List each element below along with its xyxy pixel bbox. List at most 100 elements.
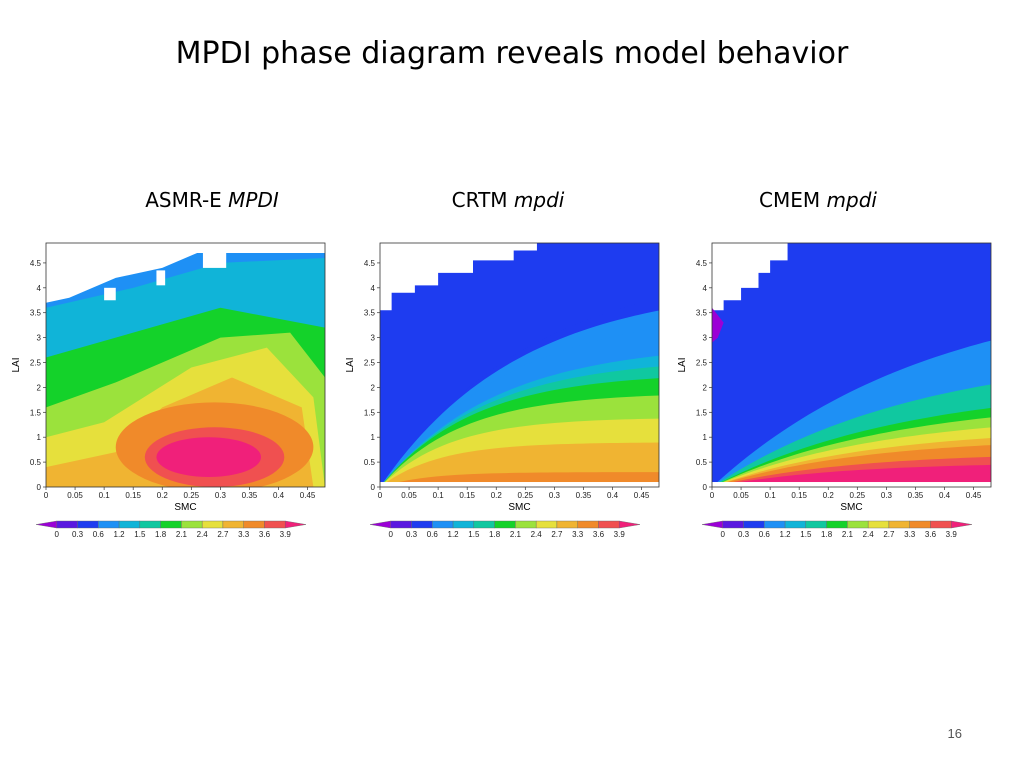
x-tick-label: 0.25	[184, 491, 200, 500]
y-axis-label: LAI	[345, 357, 356, 372]
y-tick-label: 2	[703, 383, 708, 392]
no-data-cell	[104, 287, 116, 301]
y-axis-label: LAI	[11, 357, 22, 372]
y-tick-label: 1	[37, 433, 42, 442]
colorbar-label: 2.7	[883, 530, 895, 539]
x-tick-label: 0.2	[491, 491, 503, 500]
colorbar-label: 0.6	[759, 530, 771, 539]
y-tick-label: 1	[703, 433, 708, 442]
plot-frame	[379, 242, 660, 488]
y-tick-label: 2	[37, 383, 42, 392]
x-tick-label: 0.1	[765, 491, 777, 500]
field-band	[712, 307, 724, 343]
x-tick-label: 0.25	[850, 491, 866, 500]
colorbar-label: 2.1	[176, 530, 188, 539]
panel-title-main: CRTM	[451, 188, 508, 212]
y-tick-label: 0.5	[696, 458, 708, 467]
x-tick-label: 0.3	[549, 491, 561, 500]
y-axis-label: LAI	[677, 357, 688, 372]
y-tick-label: 0	[371, 483, 376, 492]
colorbar-label: 0	[55, 530, 60, 539]
x-tick-label: 0	[44, 491, 49, 500]
colorbar-label: 0	[721, 530, 726, 539]
page-number: 16	[947, 726, 962, 741]
colorbar-label: 1.8	[489, 530, 501, 539]
colorbar-cell	[285, 520, 307, 529]
x-tick-label: 0.35	[242, 491, 258, 500]
y-tick-label: 4.5	[696, 259, 708, 268]
x-tick-label: 0.25	[518, 491, 534, 500]
x-tick-label: 0.45	[634, 491, 650, 500]
colorbar-cell	[909, 520, 931, 529]
x-tick-label: 0.15	[125, 491, 141, 500]
panel-title-cmem: CMEM mpdi	[668, 188, 968, 212]
colorbar-cell	[826, 520, 848, 529]
x-tick-label: 0.05	[67, 491, 83, 500]
colorbar-label: 1.5	[800, 530, 812, 539]
x-axis-label: SMC	[508, 502, 530, 513]
colorbar-label: 3.3	[904, 530, 916, 539]
x-tick-label: 0.15	[791, 491, 807, 500]
colorbar-label: 3.9	[280, 530, 292, 539]
contour-band	[712, 464, 991, 487]
colorbar-cell	[701, 520, 723, 529]
y-tick-label: 2.5	[30, 359, 42, 368]
colorbar-cell	[930, 520, 952, 529]
x-tick-label: 0.05	[733, 491, 749, 500]
y-tick-label: 3.5	[30, 309, 42, 318]
no-data-strip	[380, 482, 659, 487]
colorbar-label: 1.2	[780, 530, 792, 539]
y-tick-label: 4	[703, 284, 708, 293]
x-tick-label: 0.4	[607, 491, 619, 500]
y-tick-label: 3	[703, 334, 708, 343]
colorbar-label: 2.1	[510, 530, 522, 539]
colorbar-label: 3.6	[259, 530, 271, 539]
y-tick-label: 3.5	[696, 309, 708, 318]
colorbar-label: 3.6	[925, 530, 937, 539]
colorbar-cell	[847, 520, 869, 529]
colorbar-cell	[722, 520, 744, 529]
colorbar-cell	[743, 520, 765, 529]
colorbar-cell	[867, 520, 890, 529]
x-tick-label: 0.1	[433, 491, 445, 500]
y-tick-label: 4.5	[364, 259, 376, 268]
colorbar-label: 2.4	[531, 530, 543, 539]
y-tick-label: 2.5	[364, 359, 376, 368]
x-axis-label: SMC	[840, 502, 862, 513]
x-tick-label: 0.1	[99, 491, 111, 500]
y-tick-label: 2	[371, 383, 376, 392]
plot-area	[46, 243, 325, 487]
y-tick-label: 0.5	[30, 458, 42, 467]
x-tick-label: 0.2	[157, 491, 169, 500]
colorbar-label: 2.4	[863, 530, 875, 539]
x-tick-label: 0.4	[273, 491, 285, 500]
panel-title-emph: MPDI	[228, 188, 279, 212]
panel-title-main: CMEM	[759, 188, 821, 212]
colorbar-label: 0.3	[406, 530, 418, 539]
panel-title-emph: mpdi	[513, 188, 565, 212]
y-tick-label: 3	[371, 334, 376, 343]
colorbar-label: 3.3	[572, 530, 584, 539]
colorbar-label: 2.4	[197, 530, 209, 539]
y-tick-label: 0.5	[364, 458, 376, 467]
no-data-strip	[712, 482, 991, 487]
plot-frame	[45, 242, 326, 488]
y-tick-label: 0	[37, 483, 42, 492]
x-tick-label: 0.45	[966, 491, 982, 500]
colorbar-label: 2.7	[217, 530, 229, 539]
colorbar-cell	[619, 520, 641, 529]
panel-title-crtm: CRTM mpdi	[358, 188, 658, 212]
y-tick-label: 4	[37, 284, 42, 293]
x-tick-label: 0.2	[823, 491, 835, 500]
colorbar-label: 0.3	[72, 530, 84, 539]
x-tick-label: 0.45	[300, 491, 316, 500]
colorbar-cell	[784, 520, 807, 529]
hotspot	[156, 437, 262, 478]
colorbar-label: 1.5	[468, 530, 480, 539]
slide-title: MPDI phase diagram reveals model behavio…	[175, 36, 849, 71]
no-data-cell	[202, 247, 227, 268]
no-data-cell	[156, 270, 166, 286]
colorbar-cell	[888, 520, 910, 529]
y-tick-label: 4.5	[30, 259, 42, 268]
